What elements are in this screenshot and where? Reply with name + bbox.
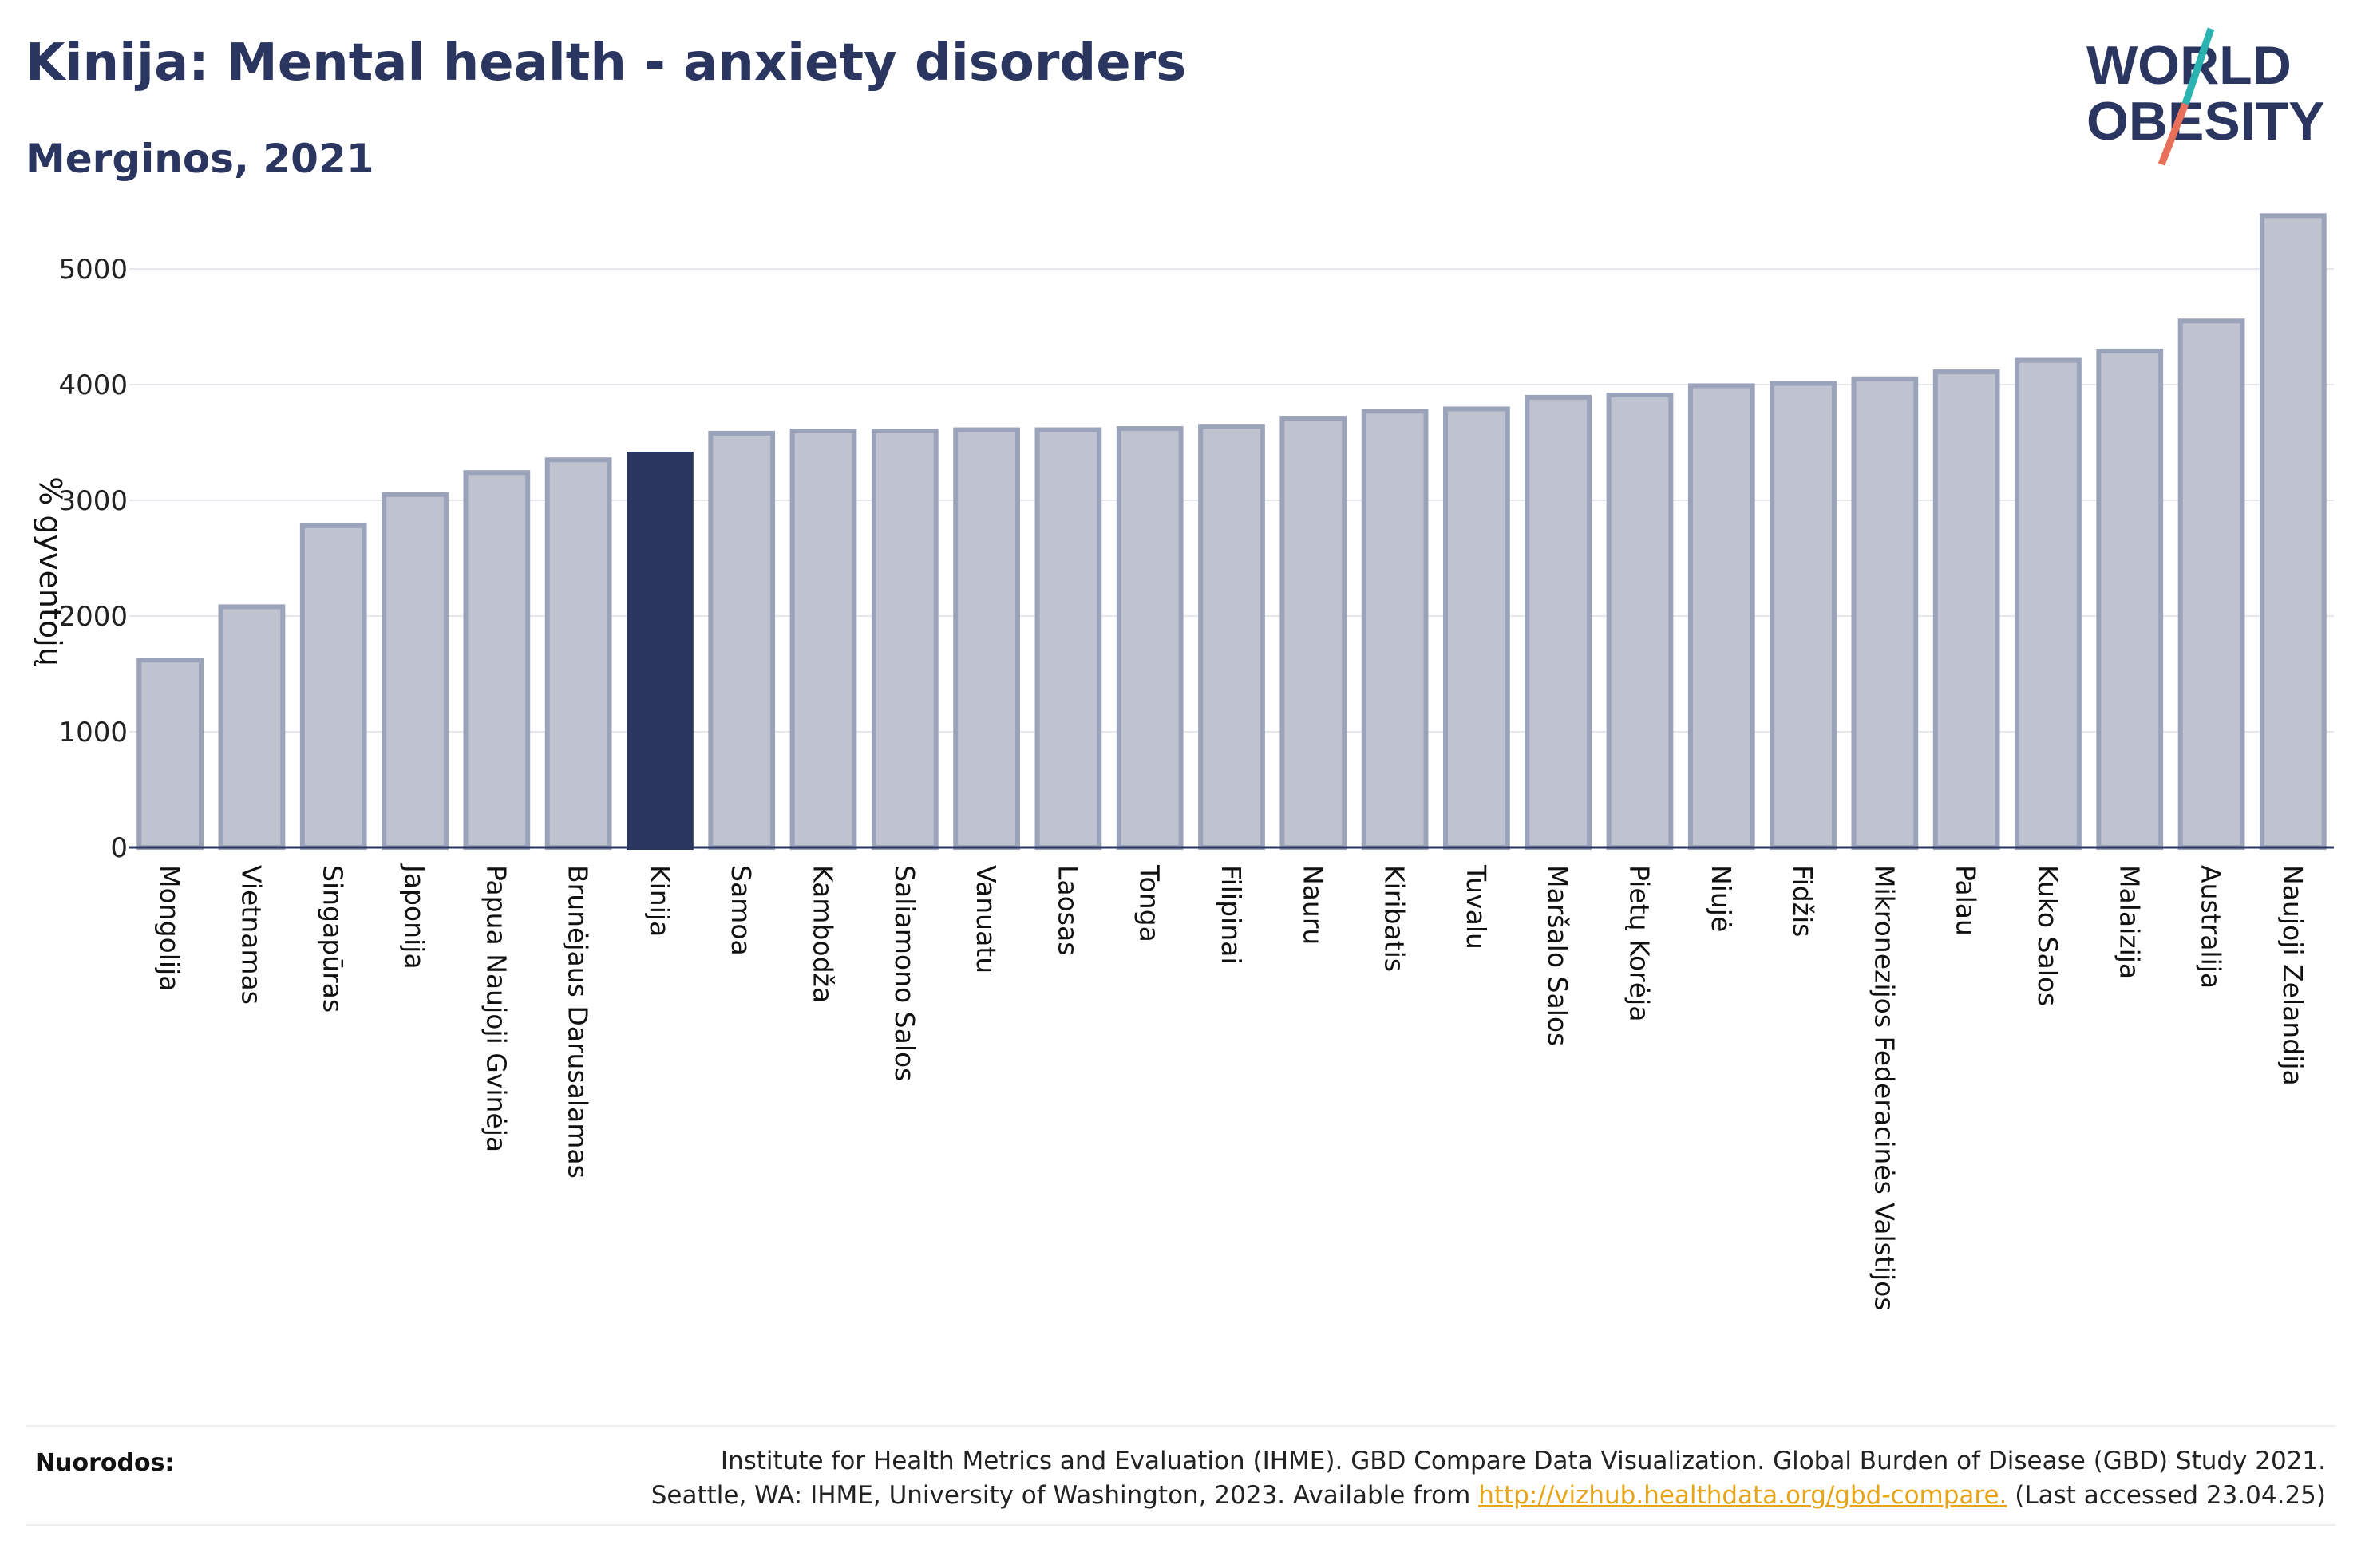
- x-tick-label: Saliamono Salos: [889, 865, 920, 1081]
- x-tick-label: Papua Naujoji Gvinėja: [481, 865, 512, 1152]
- references-link[interactable]: http://vizhub.healthdata.org/gbd-compare…: [1478, 1481, 2007, 1511]
- x-tick-label: Samoa: [726, 865, 757, 956]
- logo-slash-bottom: [2157, 102, 2189, 166]
- bar: [1851, 376, 1919, 850]
- bar: [953, 427, 1020, 850]
- x-tick-label: Pietų Korėja: [1623, 865, 1655, 1021]
- y-tick-label: 4000: [58, 369, 128, 401]
- y-axis-ticks: 0 1000 2000 3000 4000 5000: [58, 254, 128, 864]
- x-tick-label: Australija: [2196, 865, 2227, 989]
- references-text: Institute for Health Metrics and Evaluat…: [651, 1444, 2326, 1514]
- x-tick-label: Brunėjaus Darusalamas: [563, 865, 594, 1179]
- bar: [871, 429, 939, 850]
- bar: [1525, 394, 1592, 850]
- bar: [789, 429, 857, 850]
- references-line2: Seattle, WA: IHME, University of Washing…: [651, 1479, 2326, 1513]
- bar: [382, 492, 449, 850]
- chart-title: Kinija: Mental health - anxiety disorder…: [26, 34, 1187, 93]
- x-tick-label: Vanuatu: [971, 865, 1002, 974]
- x-tick-label: Fidžis: [1787, 865, 1818, 937]
- x-tick-label: Mikronezijos Federacinės Valstijos: [1869, 865, 1900, 1311]
- bar: [2096, 348, 2164, 850]
- x-tick-label: Japonija: [399, 863, 430, 970]
- x-tick-label: Nauru: [1297, 865, 1328, 945]
- bar-highlighted: [627, 452, 694, 850]
- x-tick-label: Palau: [1951, 865, 1982, 936]
- x-tick-label: Naujoji Zelandija: [2277, 865, 2308, 1086]
- bar: [1116, 426, 1184, 850]
- x-tick-label: Laosas: [1052, 865, 1083, 955]
- bar: [1770, 381, 1837, 850]
- y-tick-label: 2000: [58, 601, 128, 633]
- x-tick-label: Niujė: [1706, 865, 1737, 932]
- x-tick-label: Filipinai: [1216, 865, 1247, 965]
- y-tick-label: 3000: [58, 485, 128, 517]
- bar: [2259, 213, 2327, 850]
- references-divider-bottom: [26, 1524, 2336, 1526]
- y-tick-label: 5000: [58, 254, 128, 286]
- world-obesity-logo: WORLD OBESITY: [2086, 27, 2325, 166]
- x-tick-label: Tonga: [1134, 864, 1165, 942]
- x-tick-label: Tuvalu: [1461, 864, 1492, 950]
- x-tick-label: Mongolija: [154, 865, 185, 991]
- bar: [2015, 357, 2082, 850]
- bar: [1606, 393, 1674, 850]
- x-tick-label: Malaizija: [2114, 865, 2145, 979]
- bar: [1687, 383, 1755, 850]
- bar: [1198, 424, 1265, 850]
- bar: [1932, 369, 2000, 850]
- x-tick-label: Kambodža: [808, 865, 839, 1003]
- references-line1: Institute for Health Metrics and Evaluat…: [720, 1447, 2326, 1475]
- bar: [1361, 409, 1429, 850]
- bar: [299, 523, 367, 851]
- bar-chart: 0 1000 2000 3000 4000 5000 Mongolija Vietnamas…: [33, 213, 2334, 1311]
- bar: [463, 470, 531, 850]
- x-tick-label: Kinija: [644, 865, 675, 937]
- x-tick-label: Vietnamas: [235, 865, 267, 1005]
- references-line2-post: (Last accessed 23.04.25): [2007, 1481, 2326, 1511]
- x-tick-label: Singapūras: [318, 865, 349, 1013]
- x-tick-label: Kuko Salos: [2032, 865, 2063, 1006]
- references-divider-top: [26, 1425, 2336, 1427]
- chart-subtitle: Merginos, 2021: [26, 136, 374, 182]
- bar: [218, 604, 286, 851]
- y-tick-label: 1000: [58, 717, 128, 748]
- bar: [708, 430, 776, 850]
- logo-slash-top: [2181, 27, 2215, 105]
- bar: [544, 457, 612, 850]
- bar: [1443, 406, 1510, 850]
- x-tick-label: Maršalo Salos: [1542, 865, 1573, 1046]
- bar: [1279, 416, 1347, 850]
- logo-line2: OBESITY: [2086, 91, 2325, 152]
- references-line2-pre: Seattle, WA: IHME, University of Washing…: [651, 1481, 1479, 1511]
- bar: [2177, 318, 2245, 850]
- x-axis-labels: Mongolija Vietnamas Singapūras Japonija Papu…: [154, 863, 2308, 1311]
- y-tick-label: 0: [110, 832, 128, 864]
- references-label: Nuorodos:: [35, 1449, 175, 1477]
- y-axis-label: % gyventojų: [33, 476, 68, 666]
- bar: [1034, 427, 1102, 850]
- bar: [136, 658, 204, 850]
- x-tick-label: Kiribatis: [1379, 865, 1410, 972]
- bars: [136, 213, 2327, 851]
